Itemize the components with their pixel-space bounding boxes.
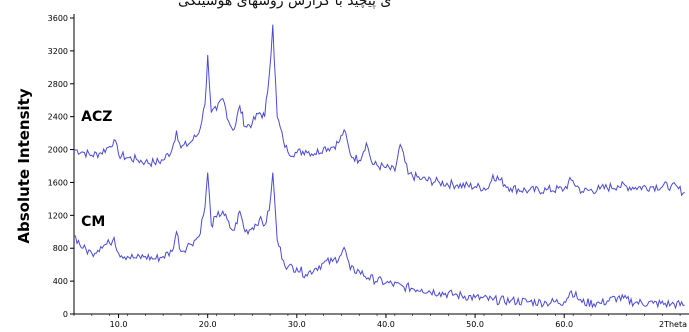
y-tick-label: 3200 (48, 47, 68, 56)
series-line-cm (73, 172, 685, 310)
x-tick-label: 10.0 (110, 320, 128, 328)
x-tick-label: 50.0 (466, 320, 484, 328)
series-label-cm: CM (81, 214, 105, 230)
x-axis-label: 2Theta (659, 320, 687, 328)
y-tick-label: 1200 (48, 211, 68, 220)
y-tick-label: 3600 (48, 14, 68, 23)
series-label-acz: ACZ (81, 109, 112, 125)
y-tick-label: 2800 (48, 80, 68, 89)
y-axis-label: Absolute Intensity (15, 88, 33, 243)
x-tick-label: 20.0 (199, 320, 217, 328)
y-tick-label: 2000 (48, 146, 68, 155)
x-tick-label: 40.0 (377, 320, 395, 328)
y-tick-label: 400 (53, 277, 68, 286)
header-text: ى ﭘﻴﭽﻴﺪ ﺑﺎ ﮔﺰﺍﺭﺵ ﺭﻭﺷﻬﺎﻯ ﻫﻮﺷﻴﻨﮕﻰ (178, 0, 392, 9)
y-tick-label: 0 (63, 310, 68, 319)
series-line-acz (73, 24, 685, 197)
y-tick-label: 2400 (48, 113, 68, 122)
x-tick-label: 30.0 (288, 320, 306, 328)
y-tick-label: 800 (53, 244, 68, 253)
y-tick-label: 1600 (48, 178, 68, 187)
x-tick-label: 60.0 (555, 320, 573, 328)
